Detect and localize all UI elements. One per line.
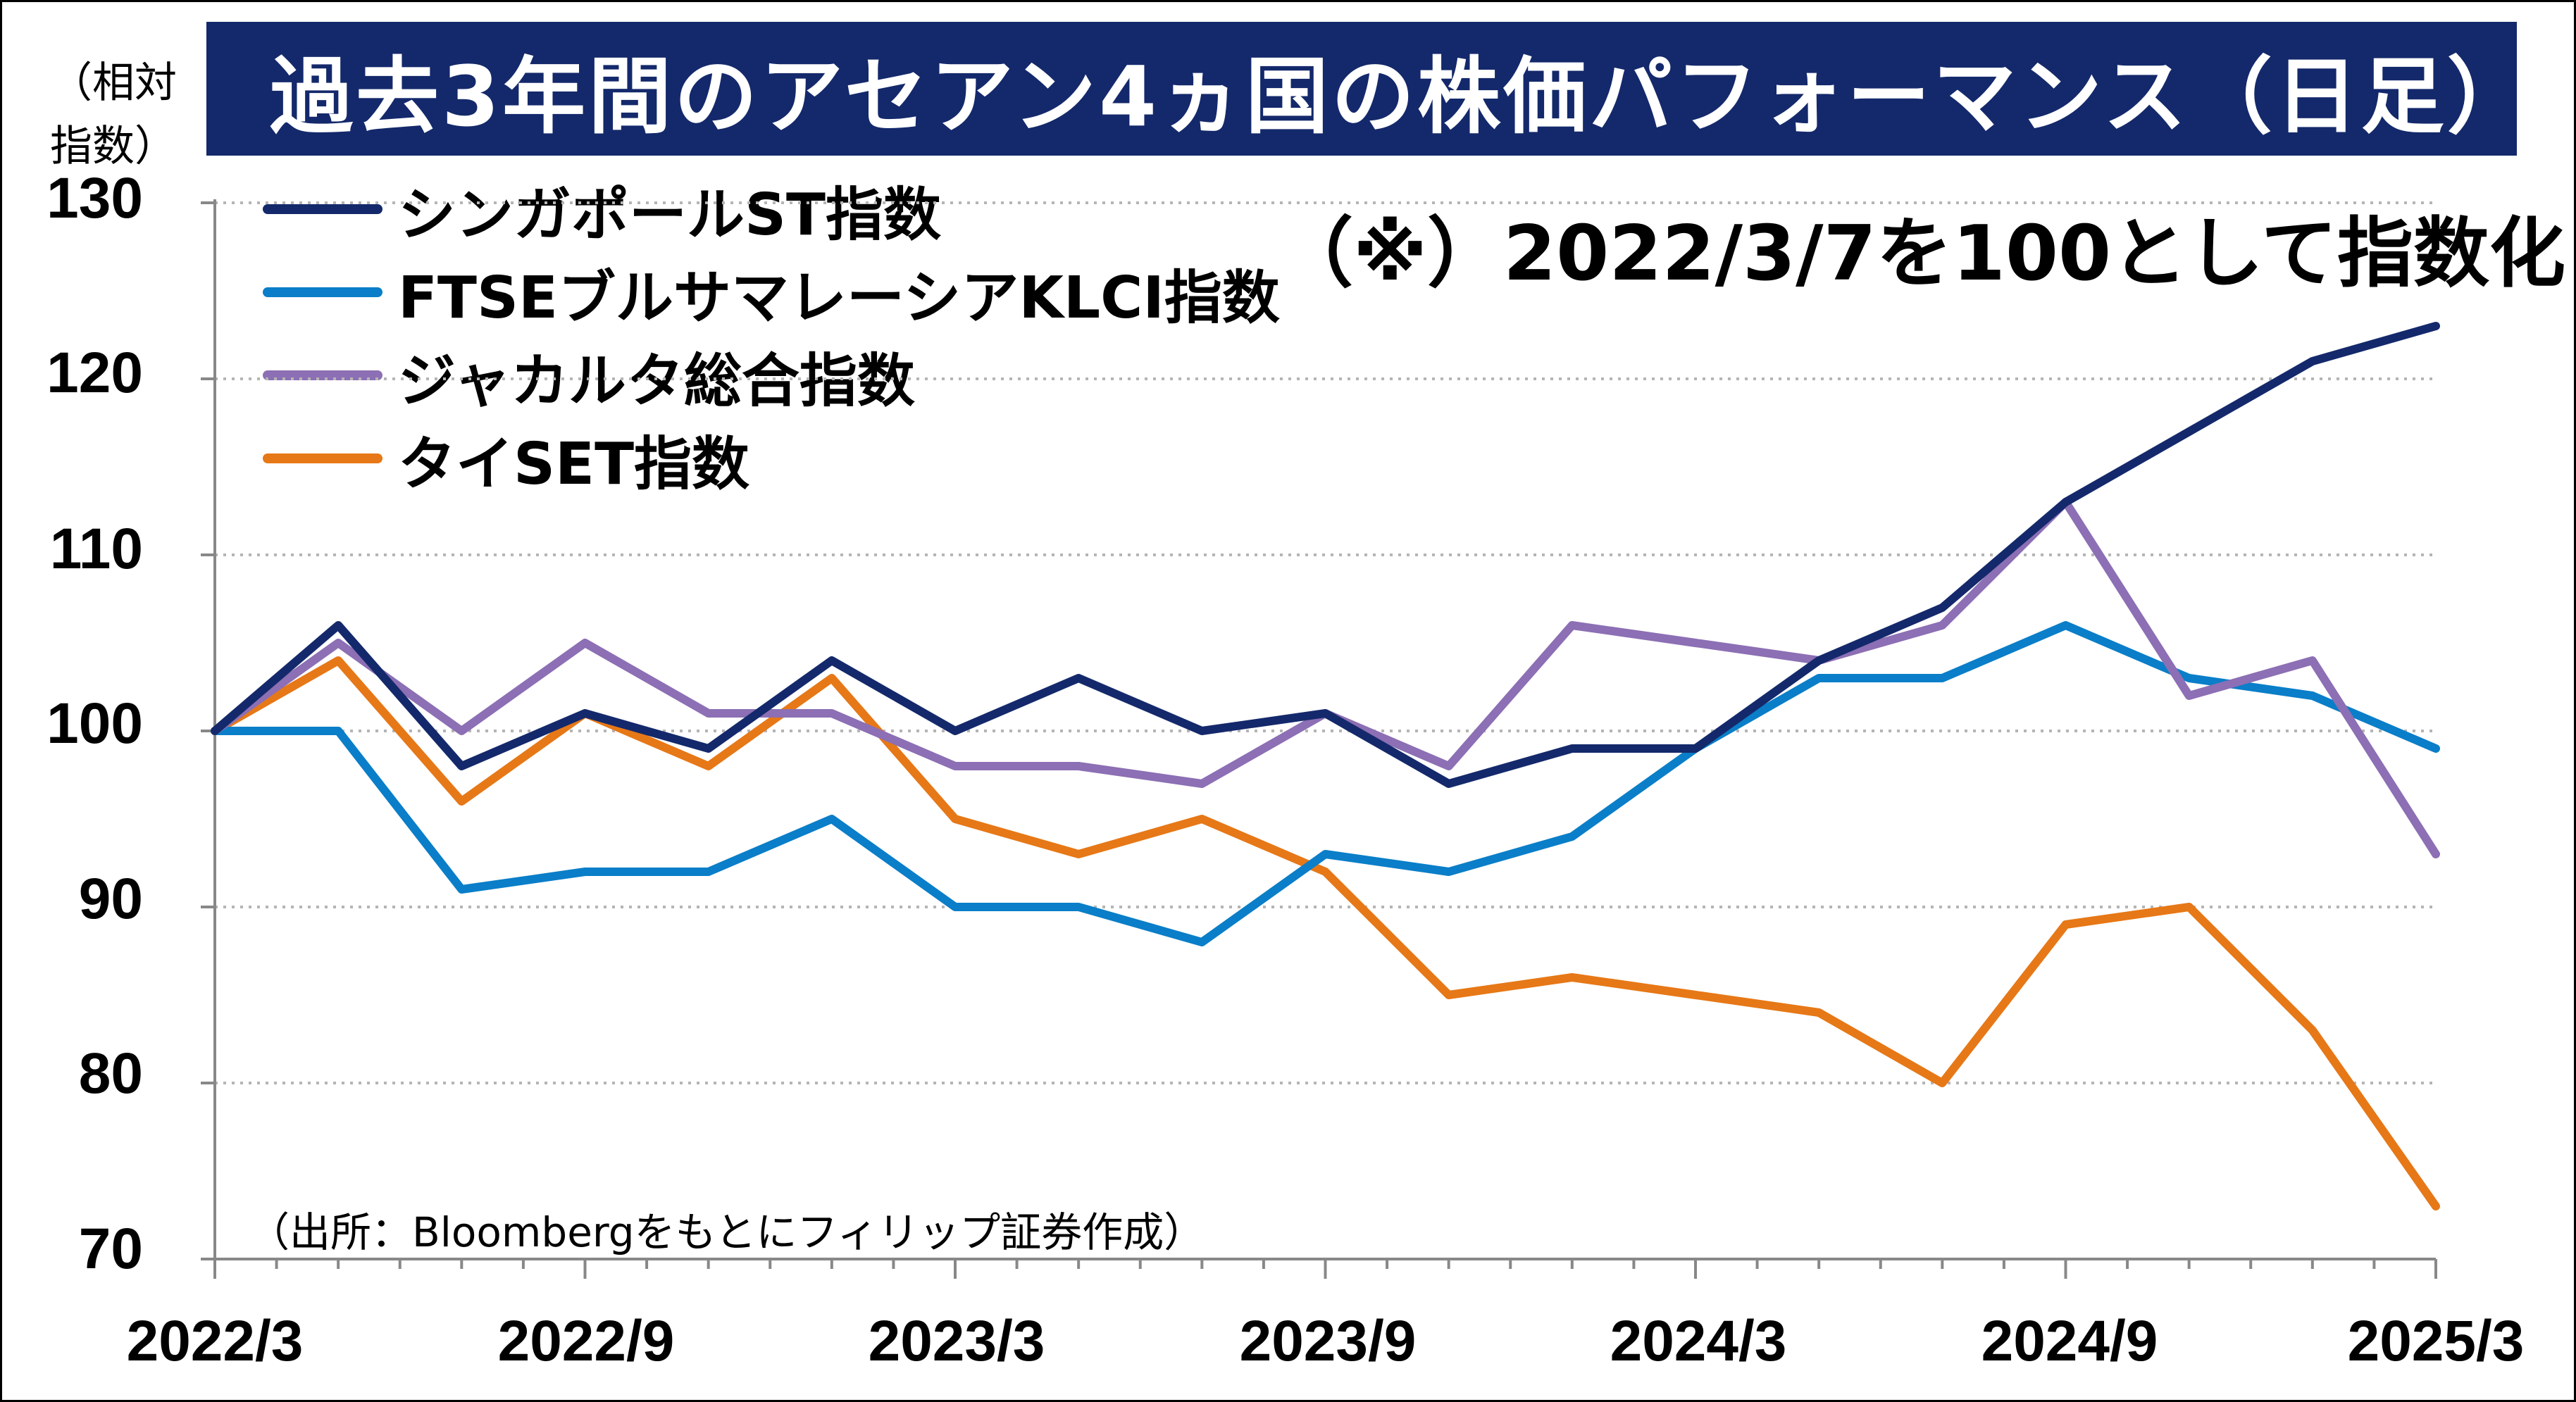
legend-swatch xyxy=(263,287,382,297)
legend-label: FTSEブルサマレーシアKLCI指数 xyxy=(398,264,1280,332)
x-tick-label: 2024/9 xyxy=(1981,1309,2158,1373)
normalization-note: （※）2022/3/7を100として指数化 xyxy=(1277,210,2565,298)
legend-swatch xyxy=(263,453,382,463)
y-tick-label: 80 xyxy=(78,1041,143,1106)
series-line-2 xyxy=(211,498,2440,858)
y-axis-unit-label: （相対 指数） xyxy=(50,51,191,178)
legend-label: タイSET指数 xyxy=(398,430,750,498)
y-axis-unit-line-1: （相対 xyxy=(50,58,177,108)
legend-item-singapore: シンガポールST指数 xyxy=(263,168,1280,251)
legend-item-malaysia: FTSEブルサマレーシアKLCI指数 xyxy=(263,251,1280,334)
y-tick-label: 100 xyxy=(46,691,143,756)
x-tick-label: 2023/9 xyxy=(1239,1309,1417,1373)
series-line-0 xyxy=(211,322,2440,788)
x-tick-label: 2023/3 xyxy=(868,1309,1045,1373)
y-axis-unit-line-2: 指数） xyxy=(50,122,177,171)
x-tick-label: 2022/9 xyxy=(497,1309,675,1373)
y-tick-label: 130 xyxy=(46,166,143,230)
series-line-3 xyxy=(211,656,2440,1210)
y-tick-label: 90 xyxy=(78,867,143,931)
y-tick-label: 110 xyxy=(49,517,143,581)
y-tick-label: 70 xyxy=(78,1217,143,1281)
x-tick-label: 2022/3 xyxy=(126,1309,304,1373)
source-note: （出所：Bloombergをもとにフィリップ証券作成） xyxy=(249,1208,1205,1256)
y-tick-label: 120 xyxy=(46,341,143,405)
legend-label: シンガポールST指数 xyxy=(398,181,941,249)
chart-title: 過去3年間のアセアン4ヵ国の株価パフォーマンス（日足） xyxy=(206,22,2530,156)
legend-label: ジャカルタ総合指数 xyxy=(398,347,915,415)
legend-item-thailand: タイSET指数 xyxy=(263,417,1280,500)
legend-swatch xyxy=(263,204,382,214)
x-tick-label: 2025/3 xyxy=(2347,1309,2525,1373)
x-tick-label: 2024/3 xyxy=(1610,1309,1787,1373)
series-line-1 xyxy=(211,621,2440,946)
legend: シンガポールST指数 FTSEブルサマレーシアKLCI指数 ジャカルタ総合指数 … xyxy=(263,168,1280,500)
